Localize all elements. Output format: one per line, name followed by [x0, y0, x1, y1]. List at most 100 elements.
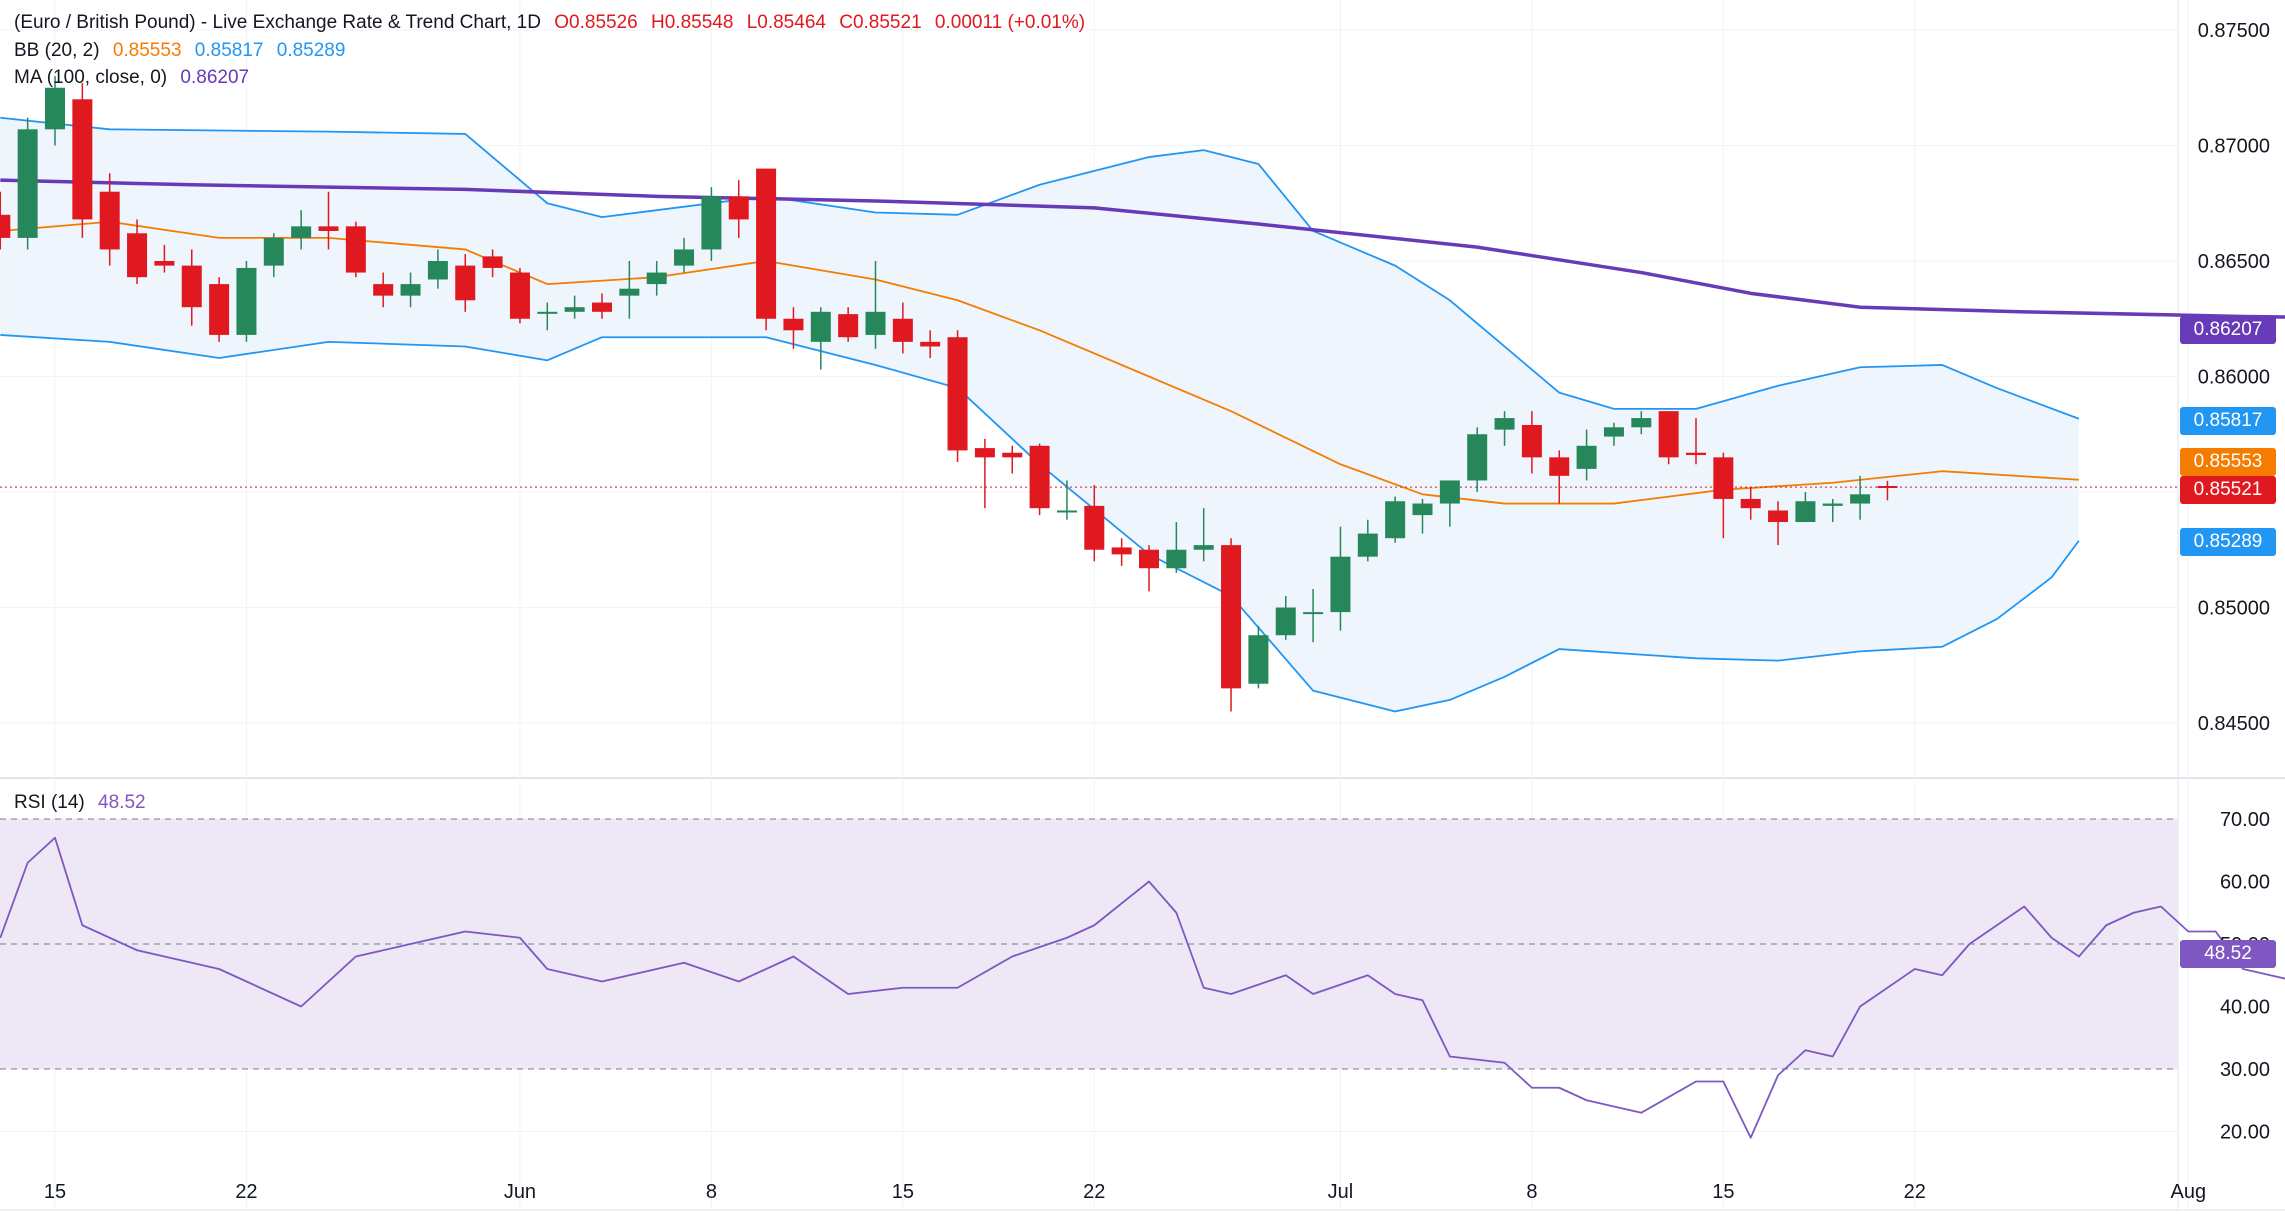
bb-mid-value: 0.85553	[112, 40, 182, 61]
candle-body	[1139, 549, 1159, 569]
candle-body	[482, 256, 503, 268]
bb-label: BB (20, 2)	[14, 40, 100, 61]
rsi-tick-label: 60.00	[2220, 872, 2270, 894]
candle	[17, 117, 38, 250]
ma-price-tag: 0.86207	[2180, 316, 2276, 344]
high-value: H0.85548	[651, 12, 734, 33]
candle-body	[892, 318, 913, 342]
rsi-tick-label: 70.00	[2220, 809, 2270, 831]
candle	[1521, 411, 1542, 474]
candle-body	[1713, 457, 1734, 499]
candle	[154, 244, 175, 273]
candle	[1221, 538, 1242, 712]
candle-body	[1494, 418, 1515, 430]
bb-upper-price-tag: 0.85817	[2180, 407, 2276, 435]
candle-body	[345, 226, 366, 273]
candle	[1439, 480, 1460, 527]
change-value: 0.00011 (+0.01%)	[934, 12, 1086, 33]
candle-body	[701, 196, 722, 250]
candle-body	[1303, 612, 1324, 615]
candle	[318, 191, 339, 250]
candle-body	[236, 267, 257, 335]
candle-body	[509, 272, 530, 319]
candle	[701, 187, 722, 261]
candle	[0, 191, 11, 250]
candle-body	[1084, 505, 1105, 550]
price-tick-label: 0.87000	[2198, 136, 2270, 158]
candle-body	[1056, 510, 1077, 513]
candle	[1768, 501, 1789, 546]
candle	[1877, 480, 1898, 501]
ma-legend[interactable]: MA (100, close, 0) 0.86207	[14, 67, 257, 89]
candle-body	[564, 307, 585, 312]
candlestick-series[interactable]	[0, 76, 1898, 712]
candle	[181, 249, 202, 326]
bb-lower-price-tag: 0.85289	[2180, 528, 2276, 556]
candle-body	[1193, 545, 1214, 550]
candle-body	[1521, 425, 1542, 458]
time-tick-label: Aug	[2171, 1181, 2207, 1203]
candle-body	[783, 318, 804, 331]
candle	[427, 249, 448, 289]
candle-body	[154, 261, 175, 266]
rsi-value-tag: 48.52	[2180, 940, 2276, 968]
candle-body	[1002, 452, 1023, 458]
candle-body	[1439, 480, 1460, 504]
axes: 0.875000.870000.865000.860000.855000.850…	[44, 20, 2270, 1203]
candle	[1166, 522, 1187, 573]
last-price-tag: 0.85521	[2180, 476, 2276, 504]
candle	[1658, 411, 1679, 465]
candle	[1357, 519, 1378, 562]
candle-body	[72, 99, 93, 220]
low-value: L0.85464	[746, 12, 826, 33]
time-tick-label: 22	[1904, 1181, 1926, 1203]
candle-body	[1166, 549, 1187, 569]
candle	[1193, 508, 1214, 562]
time-tick-label: 15	[892, 1181, 914, 1203]
candle	[1822, 498, 1843, 523]
candle	[646, 261, 667, 296]
candle-body	[45, 87, 65, 130]
symbol-title[interactable]: (Euro / British Pound) - Live Exchange R…	[14, 12, 541, 33]
price-tick-label: 0.87500	[2198, 20, 2270, 42]
candle-body	[1603, 427, 1624, 437]
candle	[99, 173, 120, 266]
candle-body	[1275, 607, 1296, 636]
candle-body	[947, 337, 968, 451]
rsi-legend[interactable]: RSI (14) 48.52	[14, 792, 154, 814]
price-tick-label: 0.85000	[2198, 598, 2270, 620]
candle	[1275, 595, 1296, 640]
ma-value: 0.86207	[180, 67, 250, 88]
candle-body	[756, 168, 777, 319]
time-tick-label: 22	[1083, 1181, 1105, 1203]
candle-body	[1740, 498, 1761, 509]
candle-body	[1795, 501, 1816, 523]
candle-body	[209, 284, 230, 335]
candle	[1139, 545, 1159, 592]
candle-body	[291, 226, 312, 238]
candle-body	[674, 249, 695, 266]
candle-body	[1385, 501, 1406, 539]
candle	[1111, 538, 1132, 566]
candle	[838, 307, 859, 342]
candle-body	[318, 226, 339, 231]
candle	[1385, 496, 1406, 543]
rsi-tick-label: 40.00	[2220, 997, 2270, 1019]
candle-body	[1850, 494, 1871, 504]
ma-label: MA (100, close, 0)	[14, 67, 168, 88]
candle	[1631, 411, 1652, 435]
candle-body	[865, 311, 886, 335]
candle	[373, 272, 394, 308]
rsi-tick-label: 30.00	[2220, 1059, 2270, 1081]
candle-body	[810, 311, 831, 342]
candle-body	[537, 311, 558, 314]
candle	[400, 272, 421, 308]
bb-legend[interactable]: BB (20, 2) 0.85553 0.85817 0.85289	[14, 40, 353, 62]
candle-body	[838, 314, 859, 338]
candle	[127, 219, 148, 285]
candle	[865, 261, 886, 349]
bollinger-band-fill	[0, 117, 2079, 712]
candle-body	[1549, 457, 1570, 476]
candle	[1248, 625, 1269, 689]
